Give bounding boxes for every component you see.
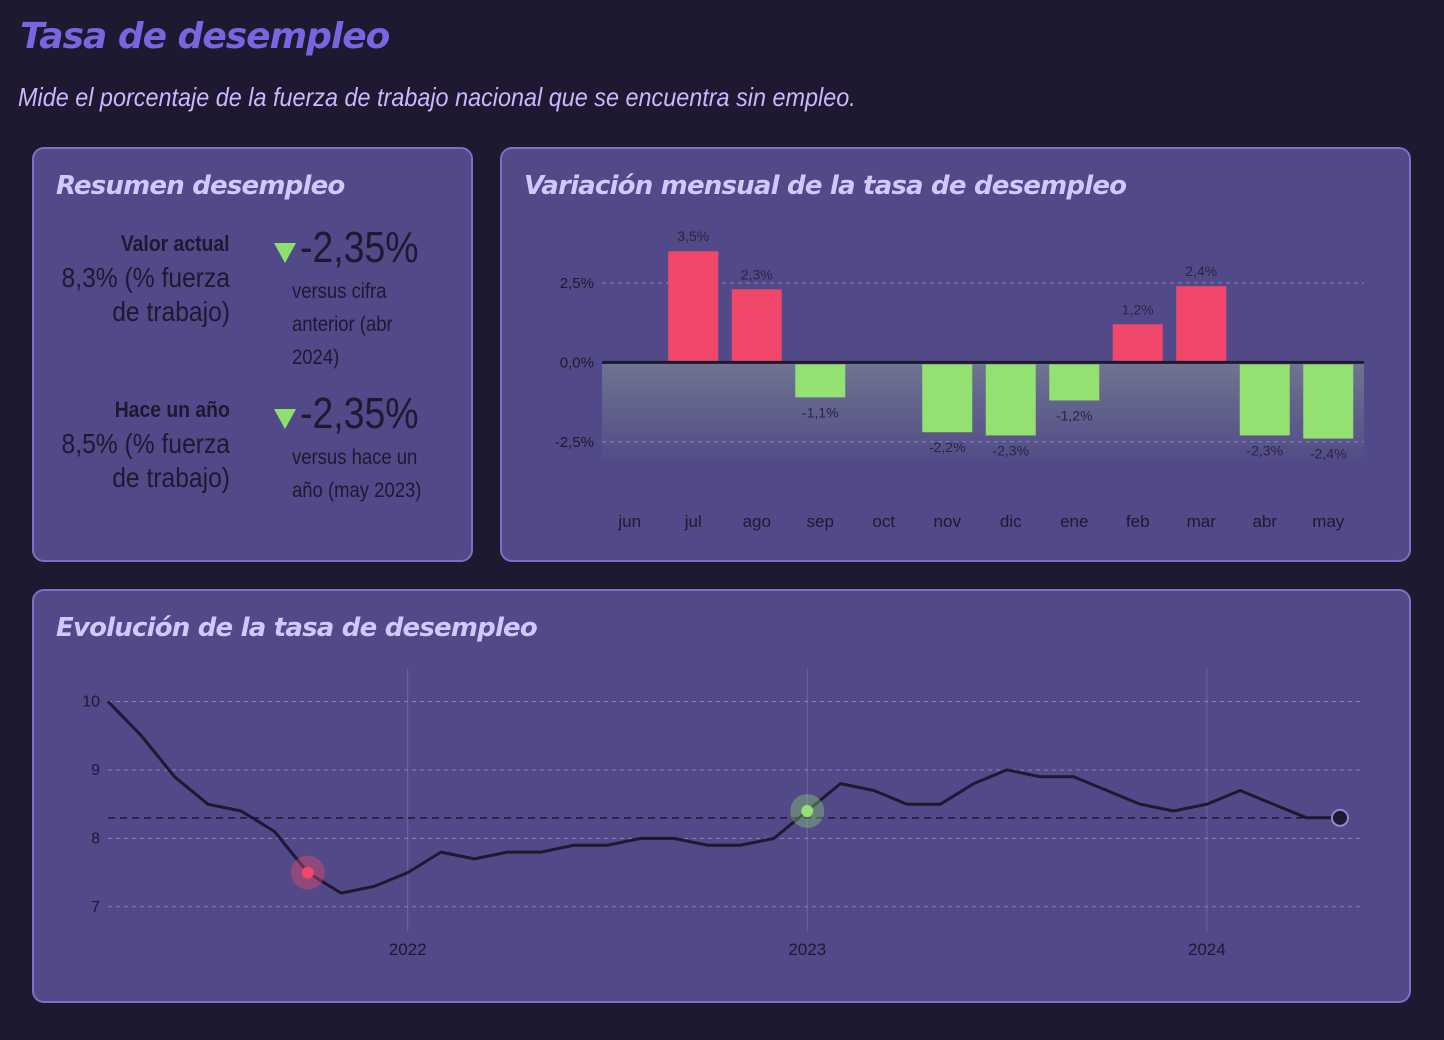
monthly-variation-card: Variación mensual de la tasa de desemple… <box>500 147 1411 562</box>
evolution-card: Evolución de la tasa de desempleo 2022 20… <box>32 589 1411 1003</box>
bar <box>668 251 719 363</box>
x-tick-label: jun <box>617 512 641 531</box>
y-tick-label: 7 <box>91 899 100 916</box>
x-tick-label: abr <box>1252 512 1277 531</box>
kpi-current-label: Valor actual <box>121 231 230 256</box>
min-point <box>301 866 314 879</box>
summary-card: Resumen desempleo Valor actual 8,3% (% f… <box>32 147 473 562</box>
x-tick-label: feb <box>1126 512 1150 531</box>
bar <box>795 364 846 398</box>
bar <box>922 364 973 433</box>
evolution-line-chart: 2022 2023 2024 10 9 8 7 <box>82 669 1360 959</box>
x-tick-label: oct <box>872 512 895 531</box>
kpi-current-value: 8,3% (% fuerza de trabajo) <box>61 262 231 327</box>
bar-data-label: -1,2% <box>1056 407 1093 423</box>
bar <box>731 289 782 363</box>
page-subtitle: Mide el porcentaje de la fuerza de traba… <box>18 82 856 112</box>
bar-data-label: -2,3% <box>992 442 1029 458</box>
kpi-current: Valor actual 8,3% (% fuerza de trabajo) … <box>34 223 472 391</box>
kpi-current-note: versus cifra anterior (abr 2024) <box>292 280 393 369</box>
x-tick-label: dic <box>1000 512 1022 531</box>
kpi-year-ago-value: 8,5% (% fuerza de trabajo) <box>61 428 231 493</box>
x-tick-label: ene <box>1060 512 1088 531</box>
page-title: Tasa de desempleo <box>20 16 390 57</box>
x-tick-label: nov <box>934 512 962 531</box>
monthly-bar-chart: 2,5% 0,0% -2,5% jun jul 3,5% ago 2,3% sep -1,1% oc… <box>555 228 1364 531</box>
summary-card-title: Resumen desempleo <box>56 171 345 201</box>
x-tick-label: ago <box>743 512 771 531</box>
bar-data-label: -2,4% <box>1310 446 1347 462</box>
bar-data-label: -2,3% <box>1246 442 1283 458</box>
bar-data-label: 3,5% <box>677 228 709 244</box>
bar-data-label: -1,1% <box>802 404 839 420</box>
bar-data-label: 1,2% <box>1122 301 1154 317</box>
x-tick-label: 2024 <box>1188 940 1226 959</box>
x-tick-label: 2022 <box>389 940 427 959</box>
bar <box>1049 364 1100 401</box>
bar <box>1176 286 1227 363</box>
x-tick-label: may <box>1312 512 1345 531</box>
down-arrow-icon <box>274 243 296 263</box>
y-tick-label: 10 <box>82 694 100 711</box>
series-line <box>106 700 1340 895</box>
highlight-point <box>801 805 814 817</box>
y-tick-label: 0,0% <box>560 354 594 371</box>
y-tick-label: 2,5% <box>560 275 594 292</box>
x-tick-label: 2023 <box>788 940 826 959</box>
x-tick-label: jul <box>684 512 702 531</box>
bar-data-label: 2,4% <box>1185 263 1217 279</box>
y-tick-label: 8 <box>91 830 100 847</box>
x-tick-label: sep <box>807 512 834 531</box>
last-point <box>1331 808 1349 827</box>
bar <box>1112 324 1163 363</box>
bar <box>1239 364 1290 436</box>
bar-data-label: -2,2% <box>929 439 966 455</box>
y-tick-label: -2,5% <box>555 434 594 451</box>
y-tick-label: 9 <box>91 762 100 779</box>
bar-data-label: 2,3% <box>741 266 773 282</box>
monthly-card-title: Variación mensual de la tasa de desemple… <box>524 171 1127 201</box>
kpi-year-ago: Hace un año 8,5% (% fuerza de trabajo) -… <box>34 389 472 557</box>
bar <box>985 364 1036 436</box>
negative-area-shade <box>602 362 1364 464</box>
down-arrow-icon <box>274 409 296 429</box>
kpi-year-ago-label: Hace un año <box>114 397 230 422</box>
x-tick-label: mar <box>1187 512 1217 531</box>
kpi-year-ago-delta: -2,35% <box>300 389 419 438</box>
kpi-year-ago-note: versus hace un año (may 2023) <box>292 446 422 502</box>
evolution-card-title: Evolución de la tasa de desempleo <box>56 613 538 643</box>
kpi-current-delta: -2,35% <box>300 223 419 272</box>
bar <box>1303 364 1354 439</box>
